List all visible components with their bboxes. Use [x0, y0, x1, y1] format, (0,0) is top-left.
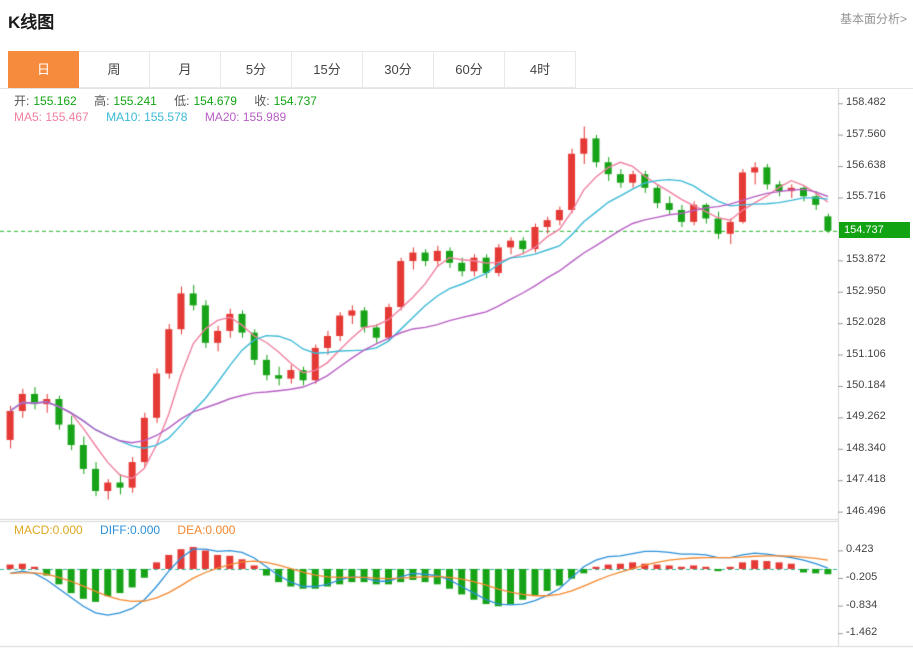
ohlc-legend: 开: 155.162 高: 155.241 低: 154.679 收: 154.737 — [14, 92, 321, 109]
chart-canvas[interactable] — [0, 89, 913, 649]
price-axis-label: 147.418 — [846, 473, 886, 486]
tab-day[interactable]: 日 — [8, 51, 79, 88]
ma10-value: MA10: 155.578 — [106, 110, 188, 124]
chart-area — [0, 88, 913, 649]
macd-axis-label: -1.462 — [846, 626, 878, 639]
price-axis-label: 152.028 — [846, 316, 886, 329]
tab-60min[interactable]: 60分 — [434, 51, 505, 88]
tab-month[interactable]: 月 — [150, 51, 221, 88]
ma20-value: MA20: 155.989 — [204, 110, 287, 124]
price-axis-label: 148.340 — [846, 441, 886, 454]
price-axis-label: 157.560 — [846, 127, 886, 140]
close-label: 收: — [254, 94, 270, 108]
tab-4hour[interactable]: 4时 — [505, 51, 576, 88]
price-axis-label: 151.106 — [846, 347, 886, 360]
price-axis-label: 156.638 — [846, 159, 886, 172]
tab-5min[interactable]: 5分 — [221, 51, 292, 88]
tab-30min[interactable]: 30分 — [363, 51, 434, 88]
tab-15min[interactable]: 15分 — [292, 51, 363, 88]
open-label: 开: — [14, 94, 30, 108]
page-title: K线图 — [8, 13, 55, 32]
low-value: 154.679 — [193, 94, 237, 108]
macd-axis-label: -0.834 — [846, 598, 878, 611]
high-value: 155.241 — [113, 94, 157, 108]
ma5-value: MA5: 155.467 — [14, 110, 89, 124]
macd-legend: MACD:0.000 DIFF:0.000 DEA:0.000 — [14, 523, 239, 537]
ma-legend: MA5: 155.467 MA10: 155.578 MA20: 155.989 — [14, 110, 290, 124]
price-axis-label: 150.184 — [846, 378, 886, 391]
close-value: 154.737 — [273, 94, 317, 108]
macd-axis-label: -0.205 — [846, 570, 878, 583]
high-label: 高: — [94, 94, 110, 108]
price-axis-label: 155.716 — [846, 190, 886, 203]
price-axis-label: 152.950 — [846, 284, 886, 297]
dea-value: DEA:0.000 — [177, 523, 236, 537]
macd-value: MACD:0.000 — [14, 523, 83, 537]
current-price-badge: 154.737 — [839, 221, 910, 238]
price-axis-label: 158.482 — [846, 96, 886, 109]
open-value: 155.162 — [33, 94, 77, 108]
interval-tab-bar: 日 周 月 5分 15分 30分 60分 4时 — [8, 51, 576, 88]
diff-value: DIFF:0.000 — [100, 523, 161, 537]
fundamental-analysis-link[interactable]: 基本面分析> — [839, 12, 907, 26]
price-axis-label: 153.872 — [846, 253, 886, 266]
tab-week[interactable]: 周 — [79, 51, 150, 88]
price-axis-label: 149.262 — [846, 410, 886, 423]
price-axis-label: 146.496 — [846, 504, 886, 517]
macd-axis-label: 0.423 — [846, 543, 874, 556]
low-label: 低: — [174, 94, 190, 108]
